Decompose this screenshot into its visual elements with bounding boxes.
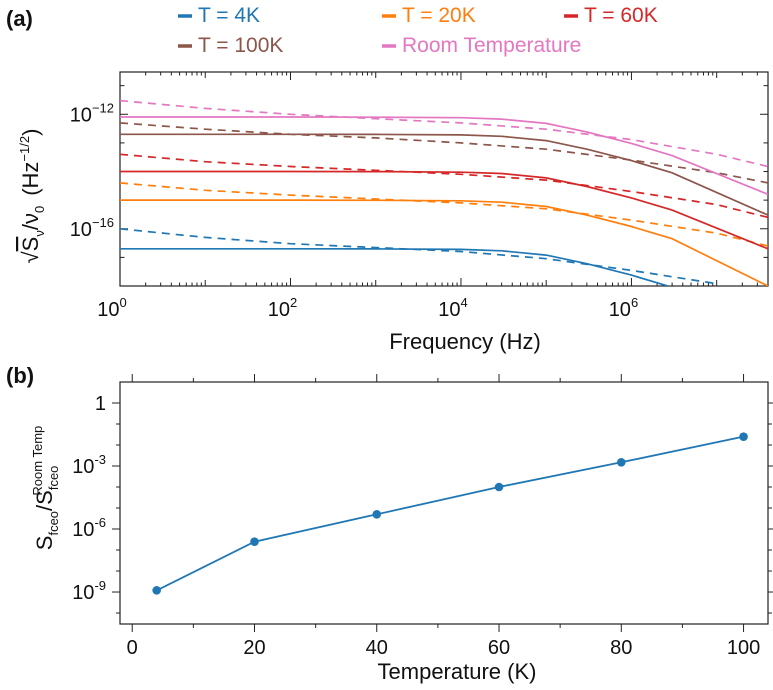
data-point — [616, 458, 626, 467]
ylabel-unit-close: ) — [18, 129, 43, 136]
y-tick-label: 10-9 — [72, 578, 106, 604]
panel-b-label: (b) — [6, 363, 34, 388]
x-tick-label: 40 — [366, 637, 388, 659]
x-tick-label: 0 — [127, 637, 138, 659]
ylabel-b-sub2: fceo — [46, 466, 61, 491]
ylabel-slash: /ν — [18, 213, 43, 230]
series-line-solid-2 — [120, 199, 768, 286]
legend-label: T = 20K — [402, 4, 476, 27]
ylabel-s: S — [18, 237, 43, 252]
data-point — [372, 510, 382, 519]
y-tick-label: 10-6 — [72, 515, 106, 541]
y-tick-labels-a: 10−16 10−12 — [70, 100, 114, 240]
panel-a-label: (a) — [6, 6, 33, 31]
ylabel-unit-exp: −1/2 — [17, 136, 32, 162]
y-tick-label: 1 — [95, 393, 106, 415]
panel-b: (b) 0 20 40 60 80 100 10-9 10-6 10-3 1 Temperatu… — [6, 363, 773, 684]
y-tick-labels-b: 10-9 10-6 10-3 1 — [72, 393, 106, 604]
data-point — [739, 432, 748, 441]
ylabel-sqrt: √ — [18, 250, 43, 263]
series-line-solid-6 — [120, 133, 768, 216]
series-line-dashed-5 — [120, 153, 768, 219]
x-tick-label: 104 — [438, 295, 467, 321]
series-line-solid-0 — [120, 247, 671, 286]
series-line — [156, 435, 744, 592]
x-tick-label: 100 — [97, 295, 126, 321]
axis-ticks-a — [119, 72, 769, 287]
legend-label: T = 4K — [198, 4, 260, 27]
series-line-solid-8 — [120, 116, 768, 196]
x-tick-labels-b: 0 20 40 60 80 100 — [127, 637, 761, 659]
legend: T = 4K T = 20K T = 60K T = 100K Room Tempera… — [178, 4, 658, 57]
x-tick-label: 20 — [243, 637, 265, 659]
ylabel-unit: (Hz — [18, 162, 43, 196]
legend-entry: T = 4K — [178, 4, 260, 27]
ylabel-b-sub1: fceo — [46, 511, 61, 536]
y-tick-label: 10-3 — [72, 452, 106, 478]
series-group-b — [152, 432, 748, 595]
data-point — [152, 586, 161, 595]
series-line-solid-4 — [120, 170, 768, 250]
ylabel-nu-sub: 0 — [32, 206, 47, 213]
x-tick-label: 102 — [268, 295, 297, 321]
series-line-dashed-1 — [120, 227, 717, 285]
x-tick-label: 100 — [727, 637, 760, 659]
plot-area-b — [119, 381, 769, 625]
legend-label: Room Temperature — [402, 34, 581, 57]
series-line-dashed-7 — [120, 122, 768, 184]
x-tick-labels-a: 100 102 104 106 — [97, 295, 638, 321]
series-group-a — [120, 99, 768, 286]
x-axis-title-b: Temperature (K) — [378, 659, 537, 684]
ylabel-s-sub: ν — [32, 230, 47, 237]
legend-entry: T = 100K — [178, 34, 283, 57]
legend-entry: Room Temperature — [382, 34, 581, 57]
x-axis-title-a: Frequency (Hz) — [389, 329, 541, 354]
series-line-dashed-9 — [120, 99, 768, 168]
legend-entry: T = 60K — [564, 4, 658, 27]
x-tick-label: 106 — [609, 295, 638, 321]
y-axis-title-a: √Sν/ν0 (Hz−1/2) — [17, 129, 47, 264]
series-line-dashed-3 — [120, 182, 768, 247]
ylabel-b-slash: /S — [32, 490, 57, 511]
y-tick-label: 10−12 — [70, 100, 114, 126]
plot-area-a — [119, 71, 769, 287]
axis-ticks-b — [112, 374, 773, 632]
y-axis-title-b: Sfceo/SfceoRoom Temp — [30, 426, 61, 550]
ylabel-b-s: S — [32, 536, 57, 551]
y-tick-label: 10−16 — [70, 215, 114, 241]
legend-entry: T = 20K — [382, 4, 476, 27]
legend-label: T = 60K — [584, 4, 658, 27]
data-point — [250, 537, 259, 546]
panel-a: (a) T = 4K T = 20K T = 60K T = 100K Room Tem… — [6, 4, 769, 354]
data-point — [494, 482, 504, 492]
legend-label: T = 100K — [198, 34, 283, 57]
ylabel-b-sup2: Room Temp — [30, 426, 45, 496]
x-tick-label: 80 — [610, 637, 632, 659]
x-tick-label: 60 — [488, 637, 510, 659]
